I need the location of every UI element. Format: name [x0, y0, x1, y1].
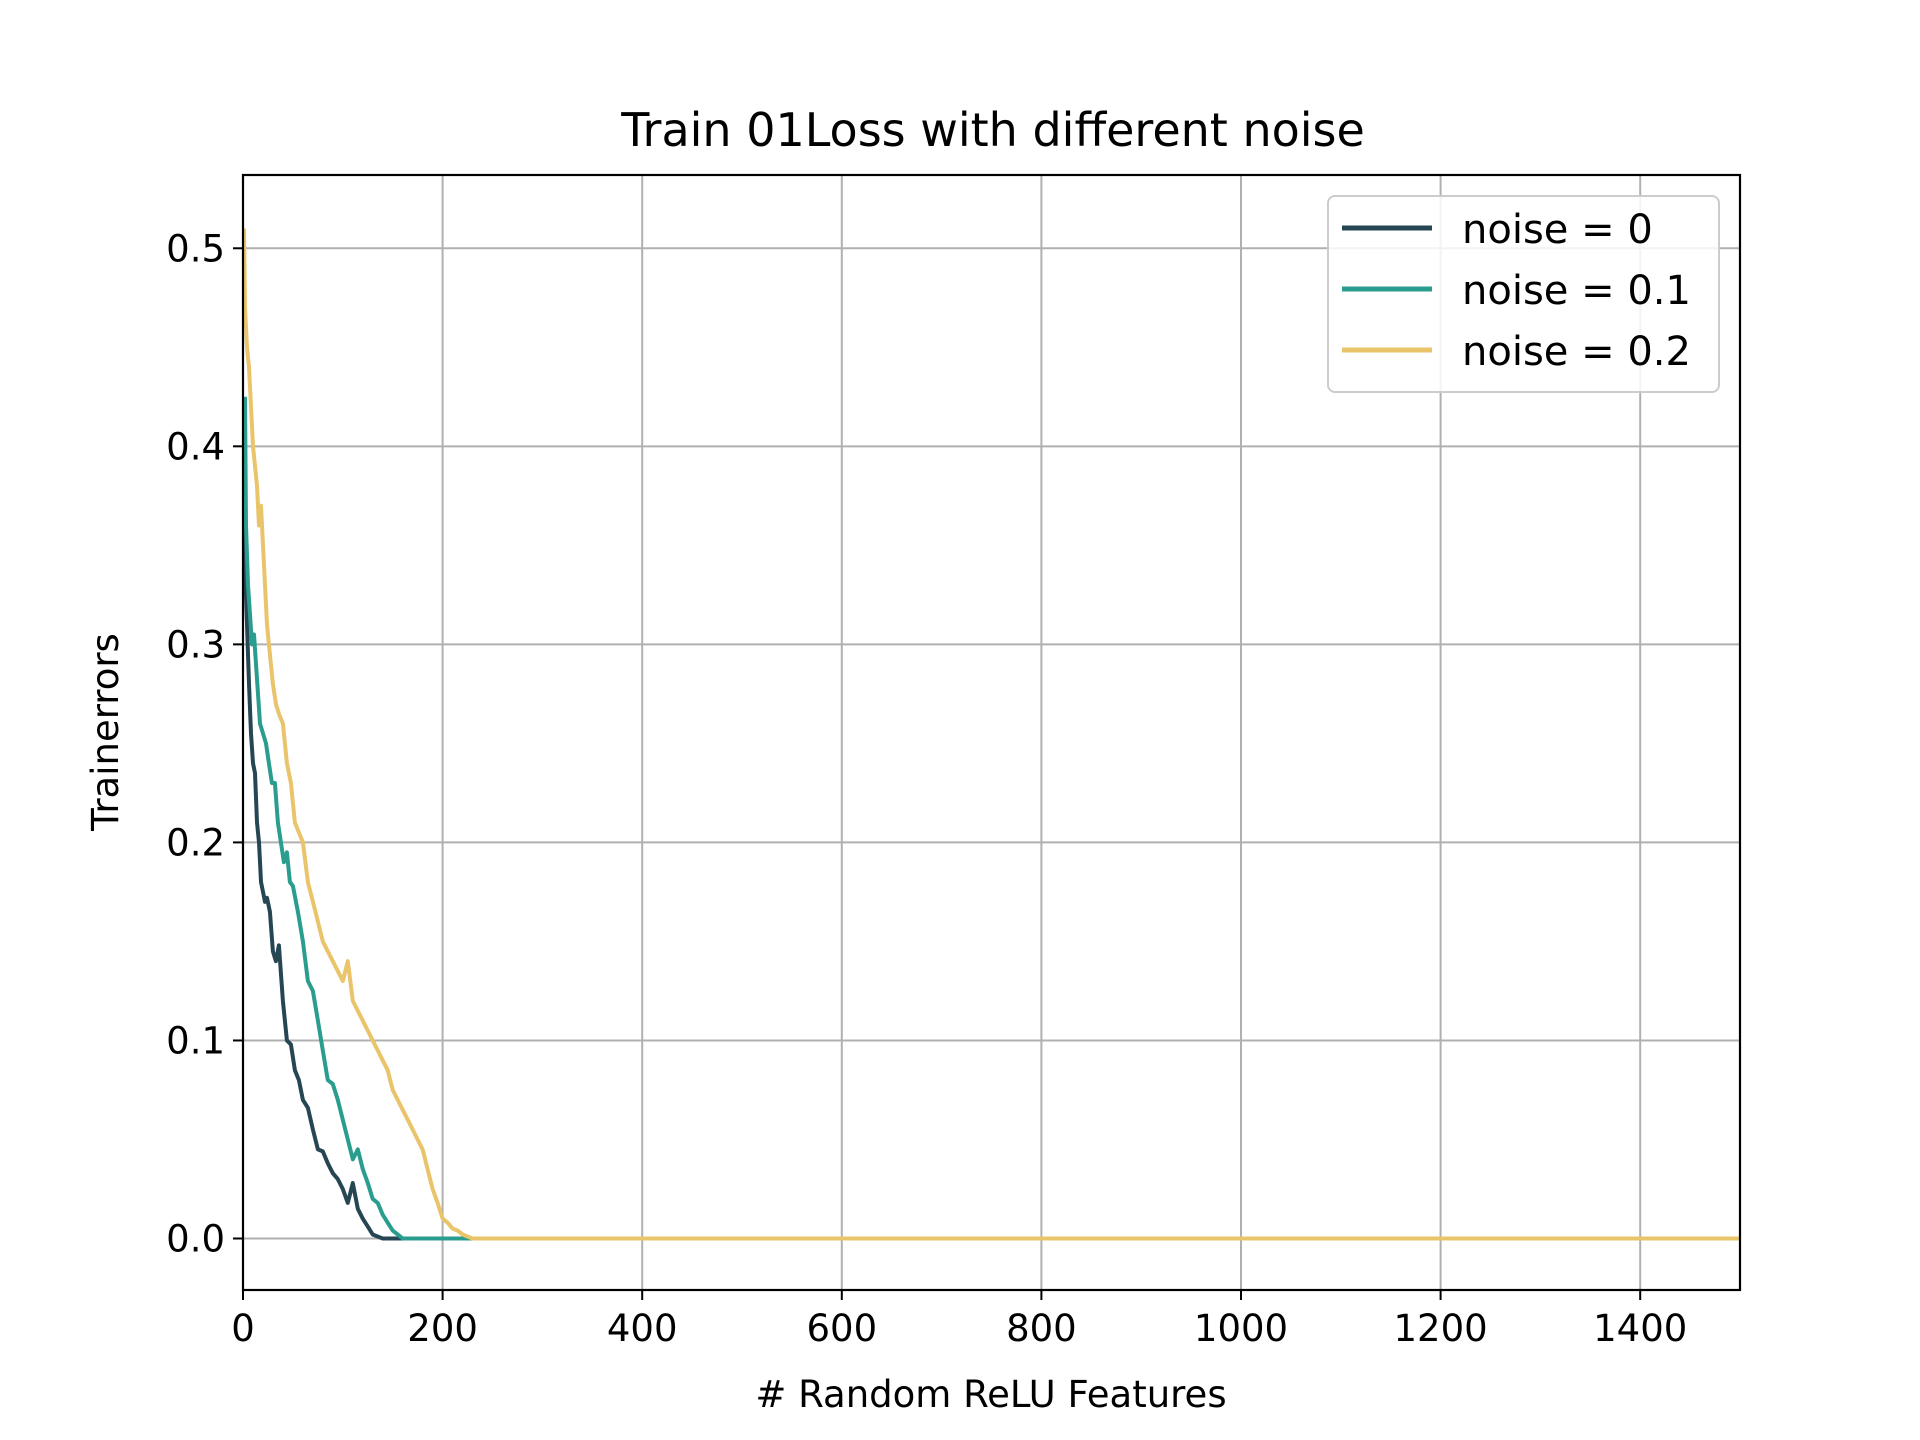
series-line-0	[242, 446, 1740, 1241]
x-tick-label: 800	[1006, 1307, 1077, 1350]
series-line-2	[242, 228, 1740, 1241]
x-tick-label: 1000	[1194, 1307, 1288, 1350]
x-axis-title: # Random ReLU Features	[755, 1373, 1226, 1416]
plot-area-frame	[241, 173, 1742, 1292]
legend-label-noise-0-2: noise = 0.2	[1462, 329, 1691, 375]
y-axis-title: Trainerrors	[84, 633, 127, 832]
series-line-1	[243, 396, 1740, 1241]
y-tick-label: 0.2	[166, 821, 225, 864]
x-tick-label: 200	[407, 1307, 478, 1350]
x-tick-label: 1400	[1593, 1307, 1687, 1350]
x-tick-label: 600	[806, 1307, 877, 1350]
series-lines	[242, 228, 1740, 1241]
legend: noise = 0 noise = 0.1 noise = 0.2	[1327, 195, 1720, 393]
y-tick-label: 0.1	[166, 1019, 225, 1062]
legend-box	[1327, 195, 1720, 393]
y-tick-label: 0.4	[166, 425, 225, 468]
legend-label-noise-0: noise = 0	[1462, 207, 1653, 253]
y-tick-label: 0.3	[166, 623, 225, 666]
axis-ticks: 0 200 400 600 800 1000 1200 1400 0.0 0.1 0.2 0.3 0.4…	[166, 227, 1687, 1350]
chart-title: Train 01Loss with different noise	[620, 103, 1365, 157]
legend-label-noise-0-1: noise = 0.1	[1462, 268, 1691, 314]
x-tick-label: 400	[607, 1307, 678, 1350]
y-tick-label: 0.0	[166, 1218, 225, 1261]
y-tick-label: 0.5	[166, 227, 225, 270]
x-tick-label: 0	[231, 1307, 255, 1350]
x-tick-label: 1200	[1394, 1307, 1488, 1350]
